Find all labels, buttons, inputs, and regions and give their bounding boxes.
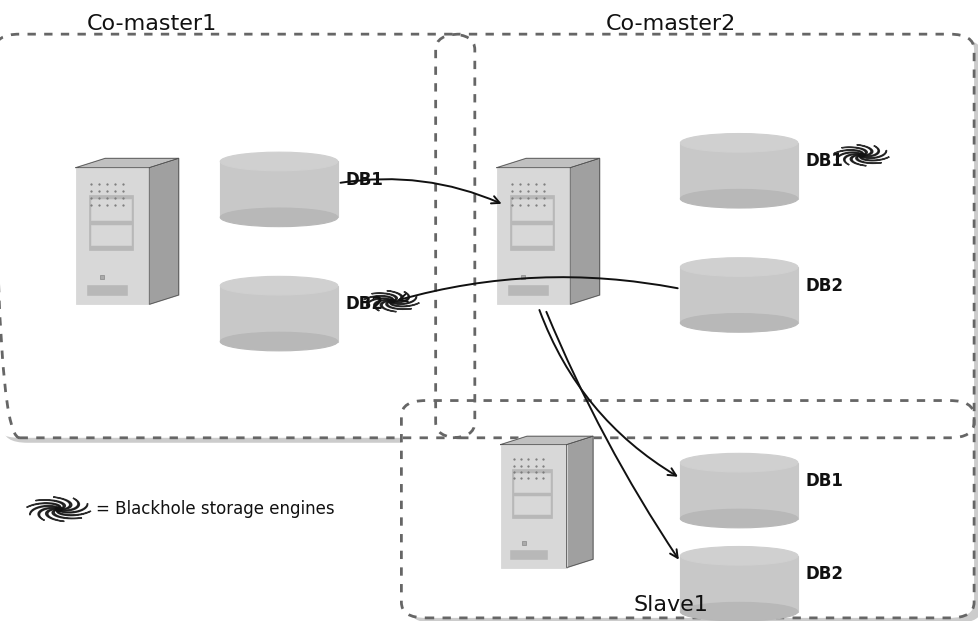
Bar <box>87 285 127 295</box>
Bar <box>513 496 550 514</box>
Ellipse shape <box>680 258 797 276</box>
Bar <box>680 267 797 323</box>
Ellipse shape <box>680 134 797 152</box>
Ellipse shape <box>220 208 337 227</box>
Text: DB1: DB1 <box>805 153 843 170</box>
Bar <box>220 286 337 342</box>
Polygon shape <box>389 302 419 307</box>
Ellipse shape <box>220 152 337 171</box>
Ellipse shape <box>220 276 337 295</box>
Polygon shape <box>566 436 593 568</box>
Ellipse shape <box>680 189 797 208</box>
Text: DB1: DB1 <box>345 171 383 189</box>
Text: DB1: DB1 <box>805 473 843 490</box>
Polygon shape <box>394 292 409 302</box>
Polygon shape <box>29 505 58 515</box>
Text: = Blackhole storage engines: = Blackhole storage engines <box>96 501 334 518</box>
Polygon shape <box>385 302 411 309</box>
Polygon shape <box>835 152 860 160</box>
Text: DB2: DB2 <box>805 277 843 294</box>
Bar <box>500 445 566 568</box>
Bar <box>511 199 552 220</box>
Bar <box>508 285 548 295</box>
FancyBboxPatch shape <box>3 39 482 443</box>
Text: Slave1: Slave1 <box>633 595 707 615</box>
Polygon shape <box>386 291 403 301</box>
Polygon shape <box>38 507 56 520</box>
Bar <box>76 168 150 304</box>
Ellipse shape <box>680 453 797 472</box>
Polygon shape <box>364 296 393 300</box>
Polygon shape <box>372 293 397 301</box>
Polygon shape <box>46 509 65 522</box>
Polygon shape <box>35 500 66 509</box>
Polygon shape <box>392 296 417 304</box>
Ellipse shape <box>680 602 797 621</box>
Bar <box>91 225 131 245</box>
Polygon shape <box>855 156 880 163</box>
Ellipse shape <box>680 546 797 565</box>
Text: DB2: DB2 <box>345 296 383 313</box>
Polygon shape <box>859 156 888 161</box>
Bar <box>680 143 797 199</box>
Bar <box>510 550 546 559</box>
Polygon shape <box>57 510 91 515</box>
Bar <box>680 556 797 612</box>
Bar <box>510 195 554 250</box>
Text: DB2: DB2 <box>805 566 843 583</box>
Polygon shape <box>864 146 878 156</box>
Text: Co-master1: Co-master1 <box>86 14 217 34</box>
Polygon shape <box>26 503 61 508</box>
FancyBboxPatch shape <box>401 401 973 618</box>
Polygon shape <box>862 150 886 158</box>
Bar <box>680 463 797 519</box>
Polygon shape <box>374 300 388 310</box>
Text: Co-master2: Co-master2 <box>604 14 735 34</box>
FancyBboxPatch shape <box>0 34 474 438</box>
Bar <box>220 161 337 217</box>
Polygon shape <box>53 497 71 509</box>
Polygon shape <box>366 298 390 306</box>
Circle shape <box>388 299 394 303</box>
Bar <box>513 473 550 492</box>
Ellipse shape <box>680 509 797 528</box>
FancyBboxPatch shape <box>443 39 978 443</box>
Ellipse shape <box>680 314 797 332</box>
Polygon shape <box>379 301 396 312</box>
FancyBboxPatch shape <box>409 406 978 621</box>
Polygon shape <box>849 155 866 166</box>
Bar <box>511 469 552 519</box>
Bar <box>89 195 133 250</box>
Polygon shape <box>856 145 872 155</box>
Polygon shape <box>500 436 593 445</box>
Polygon shape <box>843 154 858 165</box>
Circle shape <box>858 153 864 157</box>
Polygon shape <box>76 158 178 168</box>
Polygon shape <box>62 498 79 511</box>
Bar <box>91 199 131 220</box>
Polygon shape <box>149 158 178 304</box>
FancyBboxPatch shape <box>435 34 973 438</box>
Polygon shape <box>833 150 863 154</box>
Polygon shape <box>497 158 599 168</box>
Bar <box>497 168 569 304</box>
Bar <box>511 225 552 245</box>
Polygon shape <box>60 504 88 513</box>
Polygon shape <box>569 158 599 304</box>
Circle shape <box>55 507 63 512</box>
Polygon shape <box>841 147 867 155</box>
Polygon shape <box>52 510 82 519</box>
Ellipse shape <box>220 332 337 351</box>
